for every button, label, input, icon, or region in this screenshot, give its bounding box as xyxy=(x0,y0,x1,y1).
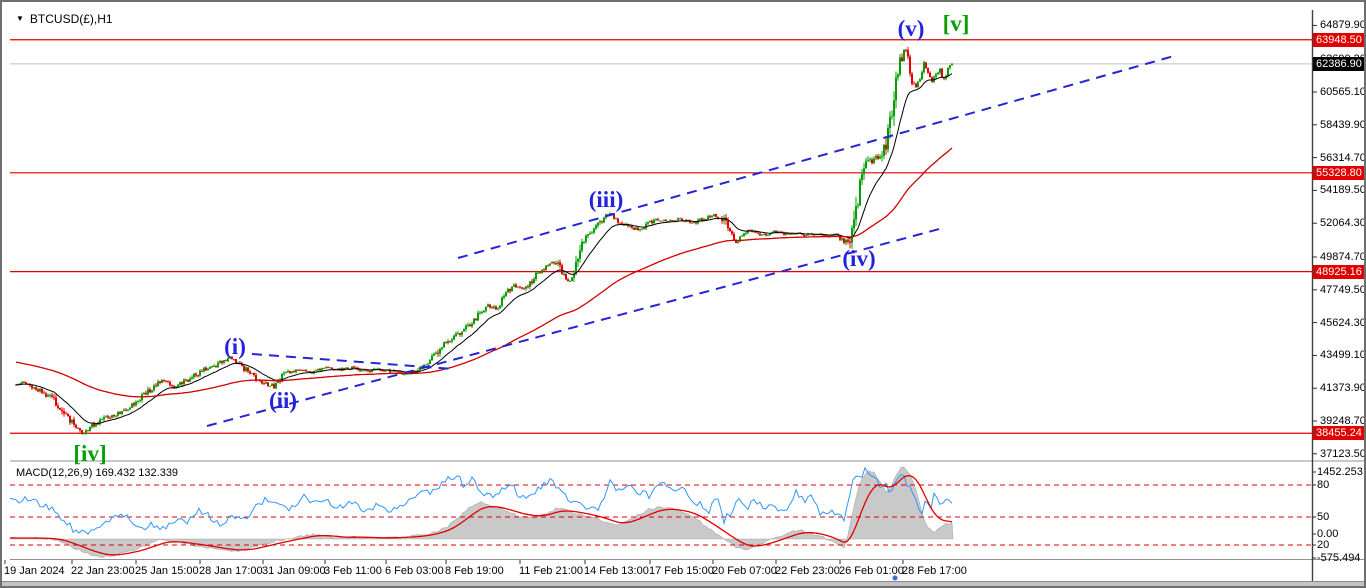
ma-slow-red xyxy=(15,147,953,398)
time-tick-label: 31 Jan 09:00 xyxy=(262,565,326,577)
ma-fast-black xyxy=(15,73,953,425)
price-tick-label: 54189.50 xyxy=(1320,184,1366,197)
time-tick-label: 19 Jan 2024 xyxy=(4,565,65,577)
price-badge: 55328.80 xyxy=(1313,165,1364,180)
time-tick-label: 28 Feb 17:00 xyxy=(902,565,967,577)
trendlines-layer xyxy=(206,55,1175,427)
time-tick-label: 25 Jan 15:00 xyxy=(135,565,199,577)
macd-scale-label: 20 xyxy=(1317,539,1330,551)
time-tick-label: 28 Jan 17:00 xyxy=(199,565,263,577)
macd-layer xyxy=(9,466,1312,558)
price-badge: 38455.24 xyxy=(1313,426,1364,441)
macd-scale-label: -575.494 xyxy=(1317,552,1361,564)
price-tick-label: 39248.70 xyxy=(1320,415,1366,427)
time-axis-marker xyxy=(892,575,898,581)
elliott-wave-label[interactable]: [iv] xyxy=(73,441,107,466)
macd-scale-label: 80 xyxy=(1317,479,1330,491)
elliott-wave-label[interactable]: (v) xyxy=(897,16,925,41)
macd-scale-label: 50 xyxy=(1317,511,1330,523)
elliott-wave-label[interactable]: (iv) xyxy=(842,246,876,271)
horizontal-levels-layer xyxy=(10,39,1312,434)
candles-layer xyxy=(15,46,953,435)
price-tick-label: 43499.10 xyxy=(1320,349,1366,362)
price-badge: 63948.50 xyxy=(1313,32,1364,47)
price-tick-label: 41373.90 xyxy=(1320,382,1366,395)
price-tick-label: 56314.70 xyxy=(1320,151,1366,164)
window-bottom-frame xyxy=(2,581,1364,586)
time-tick-label: 11 Feb 21:00 xyxy=(519,565,584,577)
elliott-wave-label[interactable]: (iii) xyxy=(588,187,624,212)
time-tick-label: 22 Jan 23:00 xyxy=(71,565,135,577)
symbol-dropdown-icon[interactable]: ▼ xyxy=(16,14,24,23)
elliott-wave-label[interactable]: (i) xyxy=(224,334,246,359)
price-tick-label: 52064.30 xyxy=(1320,217,1366,230)
time-tick-label: 6 Feb 03:00 xyxy=(385,565,444,577)
price-tick-label: 37123.50 xyxy=(1320,447,1366,460)
time-tick-label: 20 Feb 07:00 xyxy=(712,565,777,577)
price-tick-label: 58439.90 xyxy=(1320,118,1366,131)
price-tick-label: 45624.30 xyxy=(1320,316,1366,329)
time-tick-label: 22 Feb 23:00 xyxy=(775,565,840,577)
elliott-wave-label[interactable]: (ii) xyxy=(268,388,298,413)
chart-symbol-title: BTCUSD(£),H1 xyxy=(29,12,113,26)
time-tick-label: 17 Feb 15:00 xyxy=(649,565,714,577)
time-tick-label: 8 Feb 19:00 xyxy=(445,565,504,577)
price-badge: 48925.16 xyxy=(1313,264,1364,279)
price-tick-label: 64879.90 xyxy=(1320,19,1366,32)
price-tick-label: 60565.10 xyxy=(1320,86,1366,98)
price-tick-label: 49874.70 xyxy=(1320,251,1366,263)
macd-scale-label: 0.00 xyxy=(1317,528,1339,540)
price-tick-label: 47749.50 xyxy=(1320,283,1366,296)
chart-title-bar: ▼ BTCUSD(£),H1 xyxy=(16,12,113,26)
macd-indicator-label: MACD(12,26,9) 169.432 132.339 xyxy=(16,467,179,479)
price-badge: 62386.90 xyxy=(1313,56,1364,71)
time-tick-label: 3 Feb 11:00 xyxy=(324,565,382,577)
elliott-wave-label[interactable]: [v] xyxy=(942,11,970,36)
time-tick-label: 14 Feb 13:00 xyxy=(584,565,649,577)
macd-scale-label: 1452.253 xyxy=(1317,466,1363,478)
time-tick-label: 26 Feb 01:00 xyxy=(839,565,904,577)
